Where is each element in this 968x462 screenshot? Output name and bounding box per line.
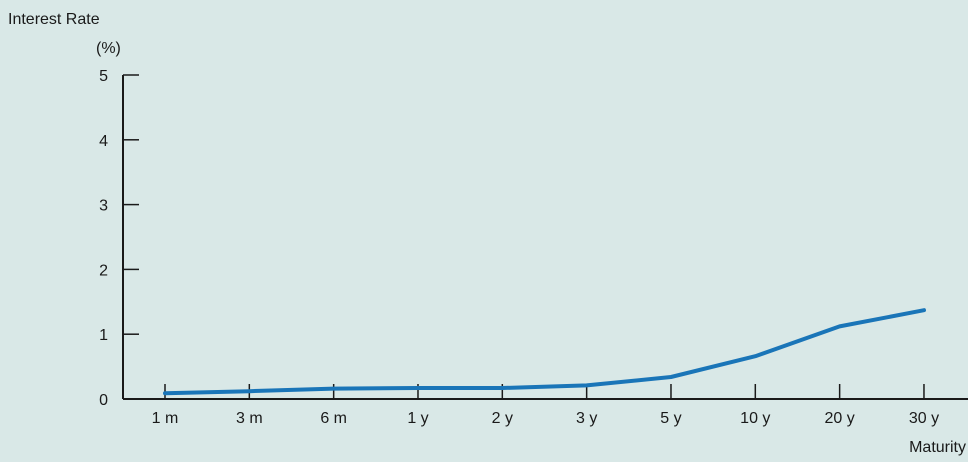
y-axis-title-line1: Interest Rate bbox=[8, 11, 100, 28]
x-tick-label: 10 y bbox=[740, 410, 770, 427]
x-tick-label: 3 m bbox=[236, 410, 263, 427]
y-tick-label: 4 bbox=[99, 133, 108, 150]
x-tick-label: 30 y bbox=[909, 410, 939, 427]
y-ticks: 0 1 2 3 4 5 bbox=[99, 68, 139, 409]
y-tick-label: 2 bbox=[99, 262, 108, 279]
y-tick-label: 0 bbox=[99, 392, 108, 409]
y-tick-label: 5 bbox=[99, 68, 108, 85]
y-tick-label: 1 bbox=[99, 327, 108, 344]
y-tick-label: 3 bbox=[99, 198, 108, 215]
x-tick-label: 5 y bbox=[660, 410, 681, 427]
y-axis-title-line2: (%) bbox=[96, 40, 121, 57]
series-layer bbox=[163, 308, 926, 396]
x-tick-label: 6 m bbox=[320, 410, 347, 427]
x-ticks: 1 m 3 m 6 m 1 y 2 y 3 y 5 y 10 y 20 y 30 y bbox=[152, 384, 939, 427]
x-tick-label: 1 m bbox=[152, 410, 179, 427]
x-tick-label: 2 y bbox=[492, 410, 513, 427]
x-tick-label: 3 y bbox=[576, 410, 597, 427]
x-tick-label: 1 y bbox=[407, 410, 428, 427]
yield-curve-line bbox=[163, 308, 926, 396]
x-tick-label: 20 y bbox=[825, 410, 855, 427]
axes bbox=[122, 75, 968, 400]
x-axis-title: Maturity bbox=[909, 439, 966, 456]
